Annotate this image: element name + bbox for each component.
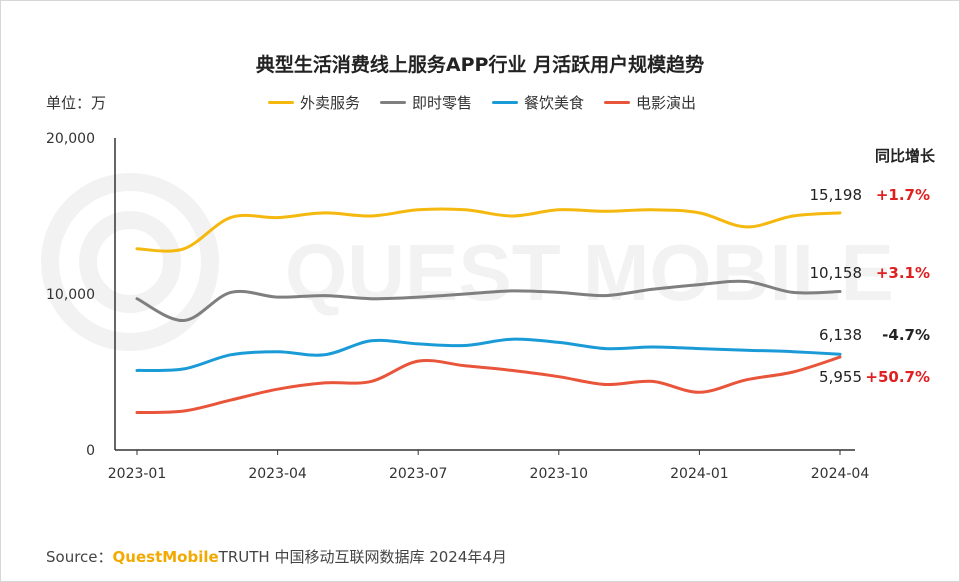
legend-label-dining: 餐饮美食: [524, 94, 585, 112]
x-tick-label: 2023-07: [389, 466, 448, 482]
unit-label: 单位：万: [46, 94, 107, 112]
series-line-instant-retail: [135, 279, 842, 322]
svg-text:QUEST MOBILE: QUEST MOBILE: [285, 228, 894, 317]
x-tick-label: 2023-04: [248, 466, 307, 482]
series-line-dining: [135, 337, 842, 373]
legend-swatch-movies: [604, 101, 631, 104]
source-brand: QuestMobile: [112, 548, 219, 566]
y-tick-label: 0: [86, 443, 95, 459]
legend-label-movies: 电影演出: [636, 94, 697, 112]
legend-label-takeout: 外卖服务: [300, 94, 361, 112]
source-note: Source：QuestMobileTRUTH 中国移动互联网数据库 2024年…: [46, 546, 507, 567]
x-tick-label: 2024-04: [811, 466, 870, 482]
legend: 外卖服务 即时零售 餐饮美食 电影演出: [268, 92, 696, 113]
series-line-takeout: [135, 207, 842, 253]
end-value-label: 10,158: [810, 264, 863, 282]
end-value-label: 6,138: [819, 326, 862, 344]
series-line-movies: [135, 355, 842, 415]
legend-swatch-takeout: [268, 101, 294, 104]
y-tick-label: 10,000: [46, 287, 95, 303]
yoy-growth-label: +1.7%: [876, 186, 930, 204]
legend-swatch-instant-retail: [380, 101, 407, 104]
end-value-label: 15,198: [810, 186, 863, 204]
yoy-growth-label: +50.7%: [865, 368, 930, 386]
legend-item-dining: 餐饮美食: [492, 92, 584, 113]
source-text: TRUTH 中国移动互联网数据库 2024年4月: [218, 548, 507, 566]
yoy-growth-label: +3.1%: [876, 264, 930, 282]
legend-swatch-dining: [492, 101, 519, 104]
legend-item-takeout: 外卖服务: [268, 92, 360, 113]
x-tick-label: 2024-01: [670, 466, 729, 482]
yoy-title: 同比增长: [875, 147, 936, 165]
yoy-growth-label: -4.7%: [882, 326, 930, 344]
x-tick-label: 2023-01: [108, 466, 167, 482]
x-tick-label: 2023-10: [530, 466, 589, 482]
end-value-label: 5,955: [819, 368, 862, 386]
y-tick-label: 20,000: [46, 131, 95, 147]
watermark: QUEST MOBILE: [41, 173, 894, 351]
legend-label-instant-retail: 即时零售: [412, 94, 473, 112]
legend-item-instant-retail: 即时零售: [380, 92, 472, 113]
legend-item-movies: 电影演出: [604, 92, 696, 113]
chart-title: 典型生活消费线上服务APP行业 月活跃用户规模趋势: [255, 54, 705, 76]
source-prefix: Source：: [46, 548, 113, 566]
